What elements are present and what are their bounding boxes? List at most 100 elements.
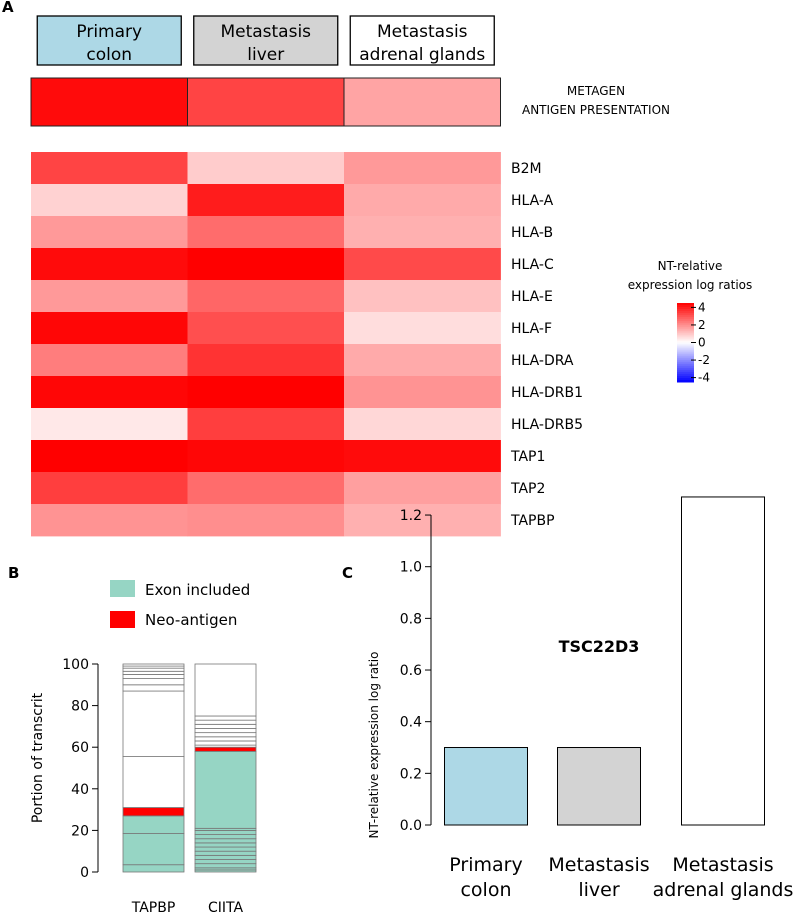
legend-label-neo: Neo-antigen: [145, 611, 237, 629]
legend-gradient-step: [677, 310, 694, 314]
heatmap-row-label: B2M: [511, 161, 542, 177]
legend-gradient-step: [677, 344, 694, 347]
panel-label-a: A: [2, 0, 14, 16]
heatmap-cell: [344, 152, 501, 185]
bar: [681, 496, 765, 826]
legend-gradient-step: [677, 308, 694, 312]
y-tick-label: 1.2: [400, 508, 422, 524]
legend-gradient-step: [677, 372, 694, 375]
heatmap-cell: [31, 184, 188, 217]
heatmap-cell: [187, 280, 345, 313]
column-header-line1: Metastasis: [220, 22, 311, 42]
legend-gradient-step: [677, 306, 694, 310]
legend-tick-label: 4: [698, 300, 706, 314]
panel-c-y-axis: 0.0 0.2 0.4 0.6 0.8 1.0 1.2: [400, 508, 432, 834]
panel-c-title: TSC22D3: [559, 637, 640, 656]
metagene-cell: [30, 77, 188, 127]
heatmap-row-label: HLA-DRB1: [511, 385, 583, 401]
metagene-cell: [187, 77, 345, 127]
y-tick-label: 80: [71, 699, 89, 715]
legend-swatch-exon: [110, 580, 135, 597]
heatmap-cell: [344, 504, 501, 537]
heatmap-cell: [31, 408, 188, 441]
legend-gradient-step: [677, 368, 694, 371]
legend-gradient-step: [677, 312, 694, 316]
y-tick-label: 0.4: [400, 715, 422, 731]
heatmap-cell: [187, 216, 345, 249]
stack-segment: [194, 728, 257, 734]
legend-gradient-step: [677, 356, 694, 359]
legend-gradient-step: [677, 318, 694, 322]
legend-gradient-step: [677, 320, 694, 324]
panel-c-x-labels: PrimarycolonMetastasisliverMetastasisadr…: [449, 854, 793, 901]
panel-label-b: B: [8, 564, 19, 582]
legend-gradient-step: [677, 304, 694, 308]
legend-gradient-step: [677, 380, 694, 383]
heatmap-row-label: TAP1: [510, 449, 545, 465]
stack-segment: [194, 854, 257, 860]
column-header-line2: liver: [247, 45, 284, 65]
color-legend: 4 2 0 -2 -4: [677, 300, 710, 385]
legend-gradient-step: [677, 340, 694, 343]
legend-tick-label: -2: [698, 353, 710, 367]
heatmap-cell: [31, 472, 188, 505]
legend-title-line2: expression log ratios: [628, 278, 753, 292]
y-tick-label: 0: [80, 865, 89, 881]
y-tick-label: 1.0: [400, 560, 422, 576]
stack-segment: [122, 807, 185, 817]
heatmap-cell: [31, 152, 188, 185]
heatmap-row-label: TAPBP: [510, 513, 555, 529]
y-tick-label: 0.8: [400, 611, 422, 627]
legend-swatch-neo: [110, 611, 135, 628]
heatmap-cell: [31, 440, 188, 473]
heatmap-cell: [187, 184, 345, 217]
heatmap-cells: [31, 152, 501, 537]
heatmap-cell: [344, 248, 501, 281]
stack-segment: [194, 859, 257, 865]
stack-segment: [194, 746, 257, 752]
legend-gradient-step: [677, 374, 694, 377]
heatmap-cell: [31, 376, 188, 409]
legend-gradient-step: [677, 330, 694, 334]
stack-segment: [194, 830, 257, 835]
stack-segment: [194, 740, 257, 746]
heatmap-cell: [187, 408, 345, 441]
legend-gradient-step: [677, 354, 694, 357]
metagene-cell: [343, 77, 501, 127]
heatmap-row-label: HLA-E: [511, 289, 553, 305]
x-category-label: TAPBP: [131, 900, 176, 916]
column-header-line2: colon: [86, 45, 132, 65]
column-header-line1: Metastasis: [377, 22, 468, 42]
stack-segment: [194, 838, 257, 844]
stack-segment: [122, 833, 185, 866]
heatmap-row-labels: B2M HLA-A HLA-B HLA-C HLA-E HLA-F HLA-DRA HLA-D…: [510, 161, 583, 529]
heatmap-cell: [187, 440, 345, 473]
stack-segment: [122, 674, 185, 679]
bar: [557, 747, 641, 826]
legend-gradient-step: [677, 360, 694, 363]
legend-gradient-step: [677, 364, 694, 367]
panel-label-c: C: [342, 564, 353, 582]
x-category-line2: liver: [578, 879, 619, 901]
legend-gradient-step: [677, 348, 694, 351]
panel-b-stacked-bars: [122, 663, 257, 873]
heatmap-cell: [344, 344, 501, 377]
heatmap-cell: [31, 504, 188, 537]
heatmap-row-label: TAP2: [510, 481, 545, 497]
stack-segment: [122, 663, 185, 667]
legend-gradient-step: [677, 376, 694, 379]
legend-tick-label: -4: [698, 371, 710, 385]
heatmap-cell: [344, 440, 501, 473]
heatmap-cell: [31, 312, 188, 345]
heatmap-cell: [187, 152, 345, 185]
heatmap-cell: [187, 248, 345, 281]
stack-segment: [194, 719, 257, 725]
legend-gradient-step: [677, 358, 694, 361]
panel-b-ylabel: Portion of transcrit: [30, 692, 46, 823]
stack-segment: [194, 723, 257, 729]
legend-title-line1: NT-relative: [658, 259, 723, 273]
panel-c-bars: [444, 496, 765, 826]
heatmap-row-label: HLA-B: [511, 225, 553, 241]
column-header-box: [36, 15, 182, 66]
legend-gradient-step: [677, 316, 694, 320]
